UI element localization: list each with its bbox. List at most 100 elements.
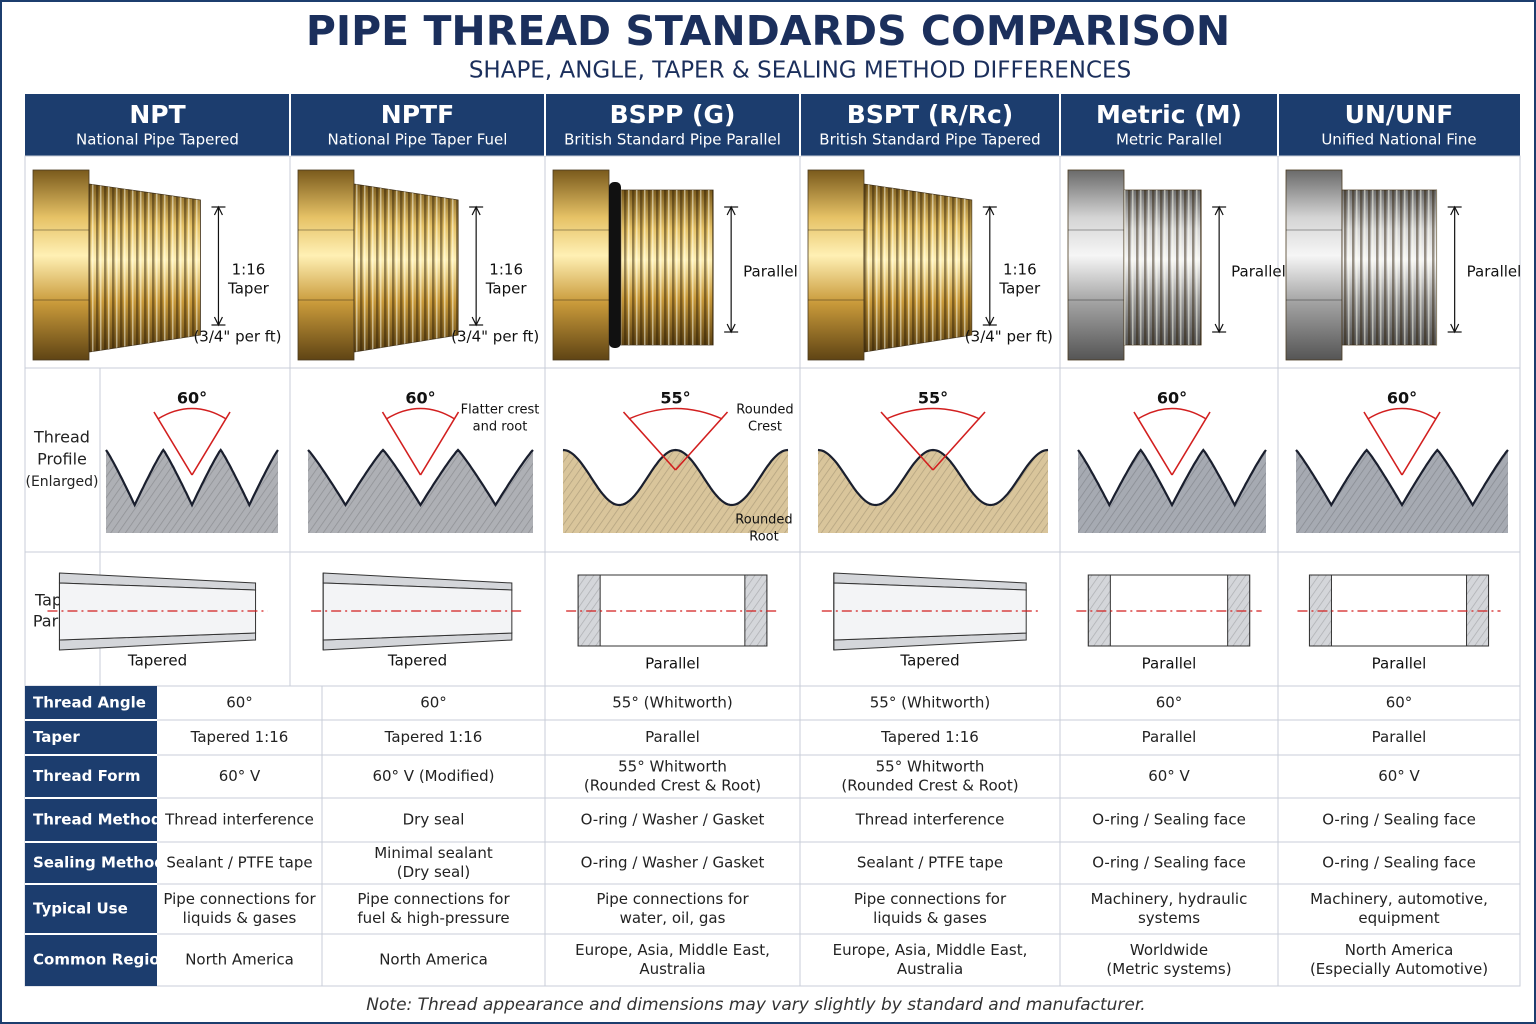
- table-cell: Minimal sealant: [374, 844, 493, 862]
- table-cell: Sealant / PTFE tape: [166, 854, 312, 872]
- profile-hatch: [563, 450, 788, 533]
- angle-label: 60°: [177, 389, 207, 408]
- table-cell: Parallel: [645, 728, 700, 746]
- image-label: Taper: [485, 280, 528, 298]
- table-cell: Australia: [639, 960, 705, 978]
- table-cell: O-ring / Sealing face: [1322, 811, 1476, 829]
- angle-arc: [1137, 407, 1207, 420]
- table-cell: 60°: [226, 694, 253, 712]
- angle-line: [674, 411, 729, 471]
- grid-frame: [24, 155, 1521, 687]
- image-label: Parallel: [1231, 263, 1286, 281]
- table-cell: Thread interference: [164, 811, 314, 829]
- diagram-label: Tapered: [387, 652, 447, 670]
- column-name: Metric (M): [1096, 100, 1242, 129]
- table-cell: O-ring / Washer / Gasket: [581, 854, 765, 872]
- angle-line: [381, 411, 422, 476]
- table-cell: Machinery, automotive,: [1310, 890, 1488, 908]
- fitting-thread-ridges: [1342, 190, 1437, 345]
- title: PIPE THREAD STANDARDS COMPARISON: [306, 7, 1230, 55]
- table-cell: Worldwide: [1130, 941, 1208, 959]
- profile-note: Crest: [748, 420, 782, 435]
- table-cell: 60° V: [219, 767, 261, 785]
- table-cell: Tapered 1:16: [880, 728, 979, 746]
- angle-line: [419, 411, 460, 476]
- header-band: [25, 94, 1520, 156]
- profile-edge: [307, 448, 534, 508]
- dimension-arrow: [985, 205, 995, 327]
- table-row-label: Thread Angle: [33, 694, 146, 712]
- column-name: UN/UNF: [1345, 100, 1454, 129]
- table-row-label: Common Regions: [33, 951, 179, 969]
- fitting-hex: [807, 169, 865, 361]
- table-cell: O-ring / Sealing face: [1092, 811, 1246, 829]
- profile-note: Rounded: [736, 403, 793, 418]
- diagram-label: Tapered: [127, 652, 187, 670]
- angle-arc: [885, 407, 981, 420]
- image-label: 1:16: [232, 261, 266, 279]
- column-full-name: National Pipe Taper Fuel: [328, 131, 508, 149]
- table-cell: (Rounded Crest & Root): [841, 777, 1018, 795]
- table-cell: (Metric systems): [1106, 960, 1231, 978]
- column-name: NPT: [129, 100, 185, 129]
- image-label: 1:16: [1003, 261, 1037, 279]
- table-cell: Pipe connections for: [596, 890, 749, 908]
- image-note: (3/4" per ft): [193, 328, 281, 346]
- table-cell: North America: [379, 951, 488, 969]
- profile-note: Rounded: [735, 513, 792, 528]
- dimension-arrow: [471, 205, 481, 327]
- row-label: Profile: [37, 450, 87, 469]
- angle-label: 60°: [1157, 389, 1187, 408]
- angle-line: [191, 411, 231, 476]
- table-cell: Machinery, hydraulic: [1091, 890, 1248, 908]
- fitting-hex: [1067, 169, 1125, 361]
- profile-hatch: [1078, 450, 1266, 533]
- fitting-thread-ridges: [621, 190, 714, 345]
- profile-note: Flatter crest: [461, 403, 540, 418]
- profile-edge: [817, 448, 1049, 507]
- table-cell: Pipe connections for: [163, 890, 316, 908]
- profile-edge: [1077, 448, 1267, 508]
- table-cell: Thread interference: [855, 811, 1005, 829]
- diagram-label: Tapered: [899, 652, 959, 670]
- angle-line: [1171, 411, 1211, 476]
- fitting-thread-ridges: [864, 184, 972, 352]
- angle-label: 55°: [660, 389, 690, 408]
- table-cell: O-ring / Sealing face: [1092, 854, 1246, 872]
- table-cell: 60° V (Modified): [372, 767, 494, 785]
- column-full-name: National Pipe Tapered: [76, 131, 239, 149]
- diagram-label: Parallel: [1372, 655, 1427, 673]
- profile-edge: [105, 448, 279, 508]
- table-cell: Pipe connections for: [357, 890, 510, 908]
- table-cell: equipment: [1358, 909, 1439, 927]
- fitting-thread-ridges: [354, 184, 459, 352]
- table-cell: North America: [185, 951, 294, 969]
- table-cell: North America: [1345, 941, 1454, 959]
- table-label-column: [25, 686, 157, 986]
- angle-label: 55°: [918, 389, 948, 408]
- angle-line: [153, 411, 193, 476]
- table-cell: 55° Whitworth: [876, 758, 985, 776]
- image-note: (3/4" per ft): [451, 328, 539, 346]
- column-full-name: Unified National Fine: [1321, 131, 1476, 149]
- profile-edge: [562, 448, 789, 507]
- diagram-label: Parallel: [645, 655, 700, 673]
- table-cell: 60°: [1156, 694, 1183, 712]
- profile-note: and root: [473, 420, 528, 435]
- angle-arc: [157, 407, 227, 420]
- angle-line: [880, 411, 934, 471]
- table-cell: Australia: [897, 960, 963, 978]
- table-row-label: Thread Form: [33, 767, 141, 785]
- table-cell: 60° V: [1148, 767, 1190, 785]
- table-cell: water, oil, gas: [620, 909, 726, 927]
- profile-note: Root: [749, 530, 778, 545]
- profile-hatch: [106, 450, 278, 533]
- table-cell: (Rounded Crest & Root): [584, 777, 761, 795]
- image-label: Taper: [998, 280, 1041, 298]
- column-full-name: Metric Parallel: [1116, 131, 1222, 149]
- dimension-arrow: [1214, 205, 1224, 334]
- table-row-label: Typical Use: [33, 900, 128, 918]
- table-cell: 60°: [1386, 694, 1413, 712]
